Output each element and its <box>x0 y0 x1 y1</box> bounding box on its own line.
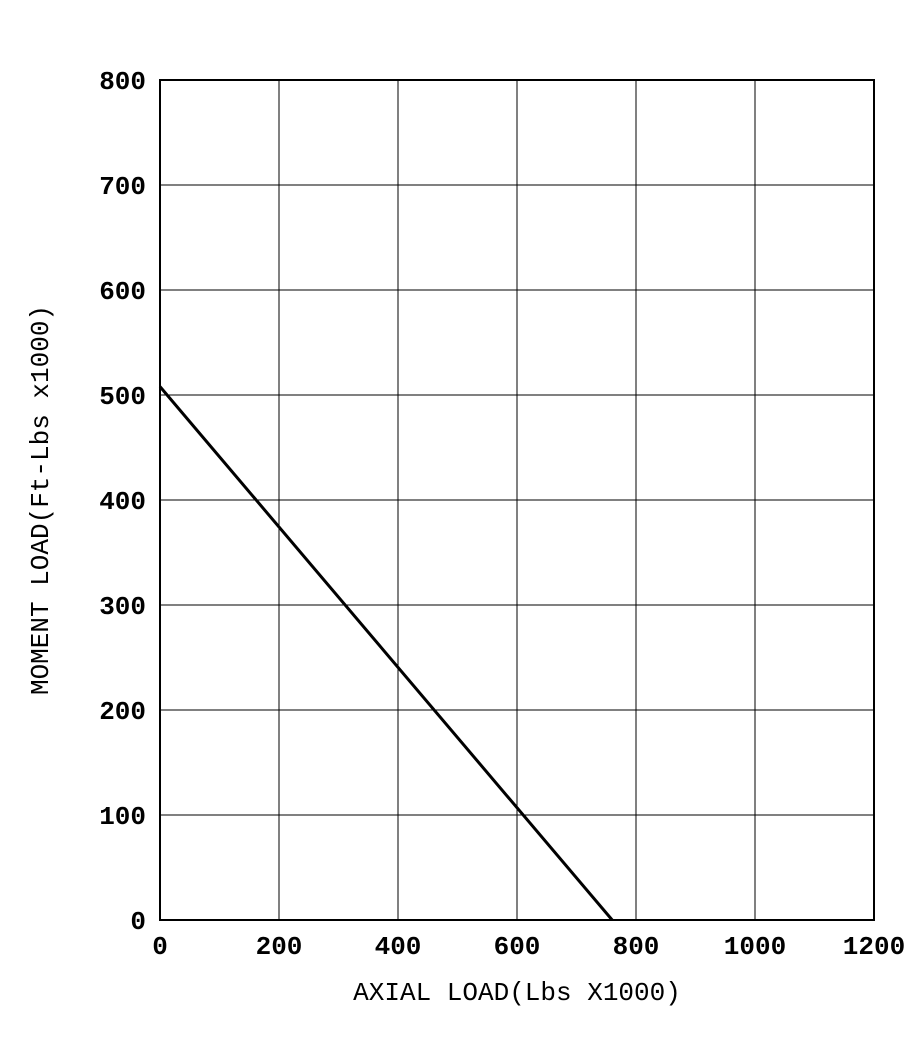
x-tick-label: 1000 <box>724 932 786 962</box>
moment-axial-load-chart: 0 200 400 600 800 1000 1200 0 100 200 300 400 500 600… <box>0 0 915 1057</box>
x-tick-label: 1200 <box>843 932 905 962</box>
y-tick-label: 800 <box>99 67 146 97</box>
x-tick-label: 600 <box>494 932 541 962</box>
x-tick-label: 200 <box>256 932 303 962</box>
y-tick-label: 700 <box>99 172 146 202</box>
y-tick-label: 200 <box>99 697 146 727</box>
y-tick-label: 0 <box>130 907 146 937</box>
y-tick-label: 300 <box>99 592 146 622</box>
capacity-curve <box>160 387 612 920</box>
x-tick-label: 0 <box>152 932 168 962</box>
y-tick-label: 600 <box>99 277 146 307</box>
chart-container: 0 200 400 600 800 1000 1200 0 100 200 300 400 500 600… <box>0 0 915 1057</box>
x-axis-label: AXIAL LOAD(Lbs X1000) <box>353 978 681 1008</box>
y-tick-label: 400 <box>99 487 146 517</box>
x-tick-label: 400 <box>375 932 422 962</box>
y-tick-label: 100 <box>99 802 146 832</box>
x-tick-label: 800 <box>613 932 660 962</box>
y-axis-label: MOMENT LOAD(Ft-Lbs x1000) <box>26 305 56 695</box>
y-tick-label: 500 <box>99 382 146 412</box>
